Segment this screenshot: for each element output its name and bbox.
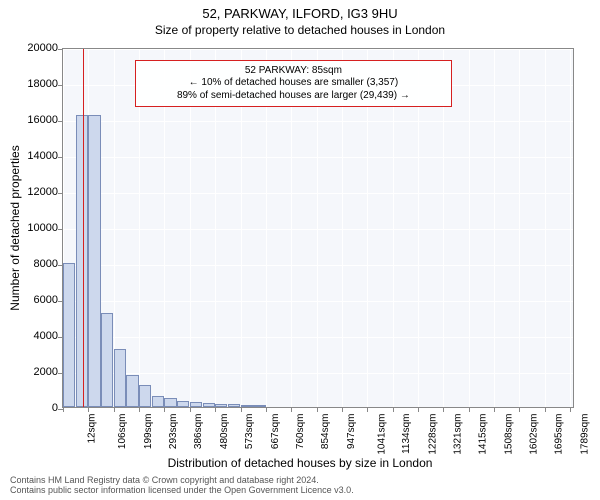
x-tick-mark bbox=[570, 407, 571, 412]
x-tick-mark bbox=[367, 407, 368, 412]
y-tick-label: 4000 bbox=[8, 330, 58, 342]
x-tick-mark bbox=[114, 407, 115, 412]
x-tick-mark bbox=[393, 407, 394, 412]
x-tick-mark bbox=[545, 407, 546, 412]
histogram-bar bbox=[228, 404, 240, 407]
x-tick-mark bbox=[443, 407, 444, 412]
chart-footer: Contains HM Land Registry data © Crown c… bbox=[0, 476, 600, 496]
histogram-bar bbox=[63, 263, 75, 407]
histogram-bar bbox=[203, 403, 215, 407]
gridline-v bbox=[494, 49, 495, 407]
histogram-bar bbox=[164, 398, 176, 407]
x-tick-label: 199sqm bbox=[143, 414, 154, 450]
y-tick-label: 20000 bbox=[8, 42, 58, 54]
y-tick-label: 16000 bbox=[8, 114, 58, 126]
y-tick-label: 18000 bbox=[8, 78, 58, 90]
annotation-line: ← 10% of detached houses are smaller (3,… bbox=[144, 77, 443, 90]
y-tick-label: 14000 bbox=[8, 150, 58, 162]
x-tick-mark bbox=[241, 407, 242, 412]
x-tick-mark bbox=[164, 407, 165, 412]
x-tick-mark bbox=[139, 407, 140, 412]
histogram-bar bbox=[114, 349, 126, 407]
y-tick-label: 10000 bbox=[8, 222, 58, 234]
x-tick-label: 1789sqm bbox=[580, 414, 591, 455]
x-tick-label: 480sqm bbox=[219, 414, 230, 450]
x-tick-mark bbox=[494, 407, 495, 412]
x-tick-mark bbox=[342, 407, 343, 412]
y-tick-label: 12000 bbox=[8, 186, 58, 198]
x-tick-label: 1508sqm bbox=[503, 414, 514, 455]
x-tick-mark bbox=[469, 407, 470, 412]
x-tick-label: 1602sqm bbox=[529, 414, 540, 455]
chart-subtitle: Size of property relative to detached ho… bbox=[0, 21, 600, 37]
x-tick-label: 947sqm bbox=[346, 414, 357, 450]
x-tick-label: 667sqm bbox=[270, 414, 281, 450]
plot-area: 52 PARKWAY: 85sqm← 10% of detached house… bbox=[62, 48, 574, 408]
x-tick-mark bbox=[190, 407, 191, 412]
x-tick-label: 760sqm bbox=[295, 414, 306, 450]
histogram-bar bbox=[177, 401, 189, 407]
marker-line bbox=[83, 49, 84, 407]
x-tick-mark bbox=[418, 407, 419, 412]
histogram-bar bbox=[152, 396, 164, 407]
y-tick-label: 8000 bbox=[8, 258, 58, 270]
x-tick-label: 106sqm bbox=[118, 414, 129, 450]
gridline-v bbox=[570, 49, 571, 407]
histogram-bar bbox=[241, 405, 253, 407]
histogram-bar bbox=[139, 385, 151, 407]
x-tick-label: 1415sqm bbox=[478, 414, 489, 455]
footer-line-2: Contains public sector information licen… bbox=[10, 486, 600, 496]
gridline-v bbox=[545, 49, 546, 407]
histogram-bar bbox=[253, 405, 265, 407]
chart-title: 52, PARKWAY, ILFORD, IG3 9HU bbox=[0, 0, 600, 21]
annotation-box: 52 PARKWAY: 85sqm← 10% of detached house… bbox=[135, 60, 452, 108]
x-tick-mark bbox=[266, 407, 267, 412]
y-tick-label: 2000 bbox=[8, 366, 58, 378]
histogram-bar bbox=[215, 404, 227, 407]
gridline-v bbox=[469, 49, 470, 407]
x-tick-mark bbox=[317, 407, 318, 412]
x-tick-label: 1041sqm bbox=[377, 414, 388, 455]
histogram-bar bbox=[126, 375, 138, 407]
annotation-line: 52 PARKWAY: 85sqm bbox=[144, 65, 443, 78]
x-tick-label: 293sqm bbox=[168, 414, 179, 450]
x-tick-label: 1228sqm bbox=[427, 414, 438, 455]
x-tick-mark bbox=[88, 407, 89, 412]
x-tick-mark bbox=[63, 407, 64, 412]
x-tick-mark bbox=[291, 407, 292, 412]
x-tick-label: 854sqm bbox=[320, 414, 331, 450]
gridline-v bbox=[519, 49, 520, 407]
y-tick-label: 6000 bbox=[8, 294, 58, 306]
x-tick-label: 573sqm bbox=[244, 414, 255, 450]
x-tick-label: 1134sqm bbox=[401, 414, 412, 454]
histogram-bar bbox=[101, 313, 113, 407]
histogram-bar bbox=[190, 402, 202, 407]
x-tick-label: 12sqm bbox=[87, 414, 98, 444]
x-tick-label: 386sqm bbox=[194, 414, 205, 450]
x-tick-mark bbox=[519, 407, 520, 412]
annotation-line: 89% of semi-detached houses are larger (… bbox=[144, 90, 443, 103]
x-tick-label: 1695sqm bbox=[554, 414, 565, 455]
x-axis-label: Distribution of detached houses by size … bbox=[0, 456, 600, 470]
x-tick-mark bbox=[215, 407, 216, 412]
histogram-bar bbox=[88, 115, 100, 407]
y-tick-label: 0 bbox=[8, 402, 58, 414]
x-tick-label: 1321sqm bbox=[453, 414, 464, 455]
